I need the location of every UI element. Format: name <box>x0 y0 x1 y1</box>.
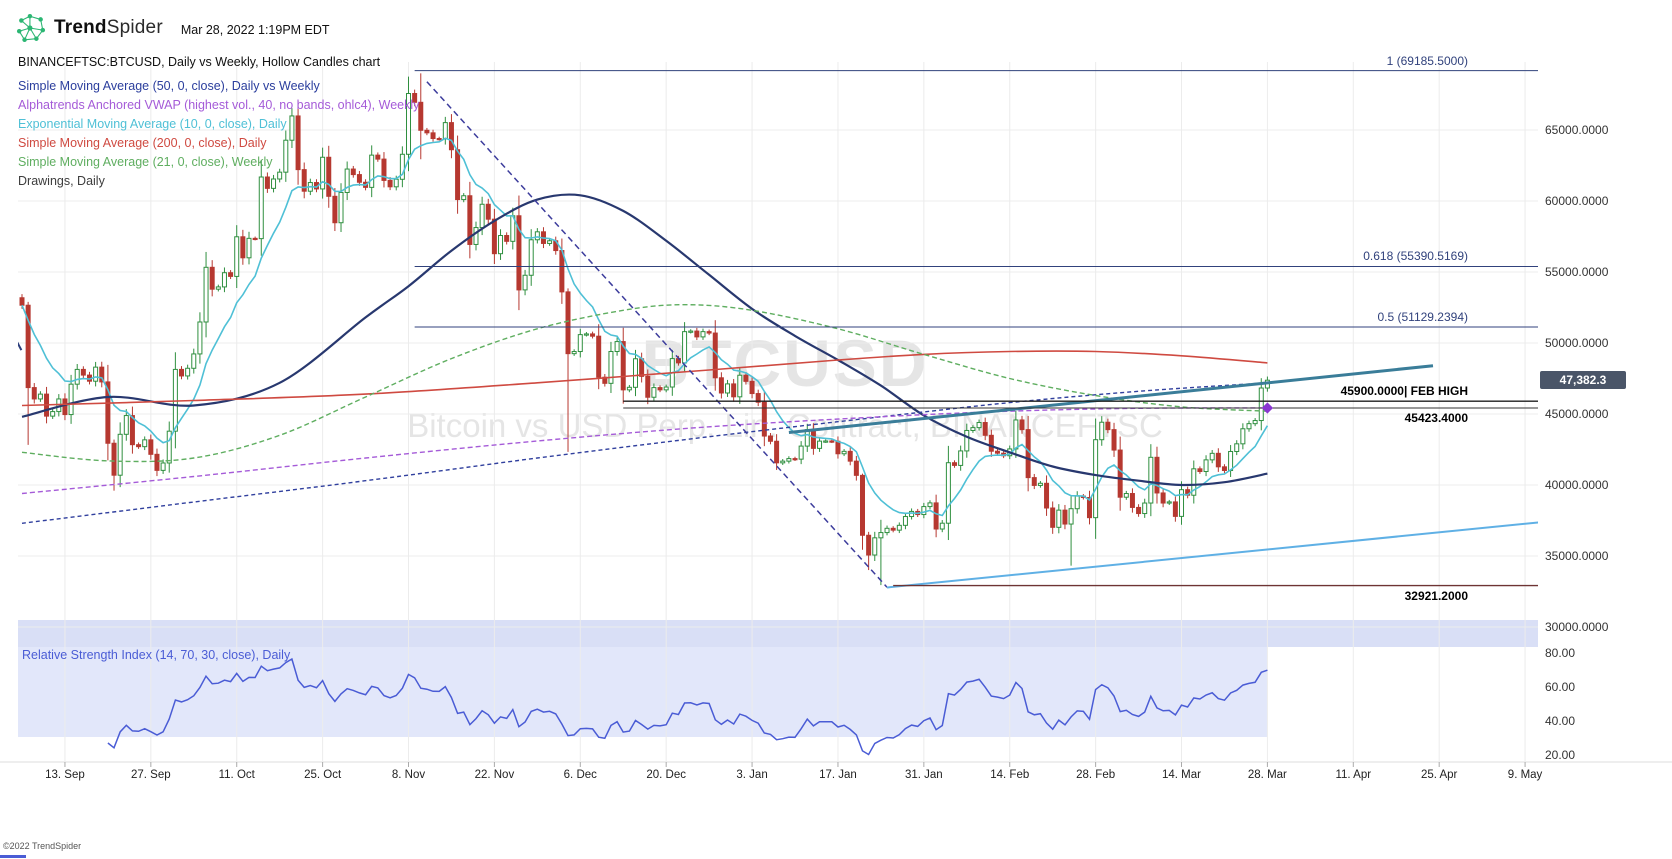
price-axis-label: 40000.0000 <box>1545 478 1609 492</box>
indicator-overlays <box>21 137 1269 524</box>
Simple Moving Average 21 Weekly <box>21 303 1268 463</box>
date-axis-label: 14. Mar <box>1162 769 1201 781</box>
date-axis-label: 6. Dec <box>563 769 597 781</box>
price-axis-label: 55000.0000 <box>1545 265 1609 279</box>
rsi-zone-band <box>18 647 1268 737</box>
indicator-legend: Simple Moving Average (50, 0, close), Da… <box>18 77 419 191</box>
legend-item[interactable]: Exponential Moving Average (10, 0, close… <box>18 117 287 131</box>
rsi-plot <box>107 657 1268 756</box>
price-axis-label: 50000.0000 <box>1545 336 1609 350</box>
date-axis-label: 25. Apr <box>1420 769 1458 781</box>
legend-item[interactable]: Simple Moving Average (50, 0, close), Da… <box>18 79 320 93</box>
date-axis-label: 20. Dec <box>646 769 686 781</box>
rsi-axis-label: 80.00 <box>1545 646 1576 660</box>
ascending-skyblue-trendline <box>886 521 1538 589</box>
drawing-label: 0.5 (51129.2394) <box>1377 309 1468 324</box>
drawing-label: 0.618 (55390.5169) <box>1363 249 1468 264</box>
date-axis-label: 28. Mar <box>1247 769 1287 781</box>
Simple Moving Average 200 Daily <box>21 350 1268 407</box>
date-axis-label: 17. Jan <box>819 769 857 781</box>
price-axis-label: 35000.0000 <box>1545 549 1609 563</box>
legend-item[interactable]: Drawings, Daily <box>18 174 105 188</box>
date-axis-label: 31. Jan <box>904 769 943 781</box>
rsi-line <box>107 657 1268 756</box>
ascending-teal-trendline <box>788 364 1434 434</box>
horizontal-levels <box>414 70 1538 587</box>
legend-item[interactable]: Simple Moving Average (200, 0, close), D… <box>18 136 267 150</box>
date-axis-label: 13. Sep <box>45 769 85 781</box>
date-axis-label: 27. Sep <box>131 769 171 781</box>
price-axis-label: 30000.0000 <box>1545 620 1609 634</box>
brand-name: TrendSpider <box>54 17 163 39</box>
copyright-note: ©2022 TrendSpider <box>3 841 82 851</box>
drawing-label: 45423.4000 <box>1404 410 1468 425</box>
app-header: TrendSpider Mar 28, 2022 1:19PM EDT <box>16 13 330 43</box>
trendline-drawings <box>18 81 1538 589</box>
chart-datetime: Mar 28, 2022 1:19PM EDT <box>180 22 330 37</box>
drawing-label: 32921.2000 <box>1404 588 1468 603</box>
trendspider-logo[interactable]: TrendSpider <box>16 13 163 43</box>
rsi-axis-label: 20.00 <box>1545 748 1576 762</box>
drawing-label: 1 (69185.5000) <box>1386 53 1468 68</box>
date-axis-label: 28. Feb <box>1076 769 1116 781</box>
scroll-indicator <box>0 855 26 858</box>
rsi-upper-band <box>18 620 1538 647</box>
date-axis-label: 9. May <box>1507 769 1543 781</box>
date-axis-label: 11. Oct <box>218 769 255 781</box>
ema10-line <box>21 137 1269 517</box>
drawing-label: 45900.0000| FEB HIGH <box>1340 384 1468 399</box>
Alphatrends Anchored VWAP Weekly <box>21 407 1268 495</box>
date-axis-label: 11. Apr <box>1335 769 1372 781</box>
Simple Moving Average 50 Weekly <box>21 382 1268 524</box>
rsi-legend[interactable]: Relative Strength Index (14, 70, 30, clo… <box>22 648 291 662</box>
price-axis-label: 45000.0000 <box>1545 407 1609 421</box>
legend-item[interactable]: Alphatrends Anchored VWAP (highest vol.,… <box>18 98 420 112</box>
descending-trendline <box>426 81 888 588</box>
date-axis-label: 8. Nov <box>391 769 426 781</box>
date-axis-label: 25. Oct <box>304 769 342 781</box>
vwap-anchor-chevron <box>18 341 23 351</box>
diamond-marker <box>1261 402 1274 414</box>
brand-trend: Trend <box>54 17 107 38</box>
chart-title: BINANCEFTSC:BTCUSD, Daily vs Weekly, Hol… <box>18 55 381 69</box>
date-axis-label: 3. Jan <box>736 769 768 781</box>
last-price-badge: 47,382.3 <box>1540 371 1626 390</box>
Simple Moving Average 50 Daily vs Weekly <box>21 193 1268 487</box>
price-axis-label: 65000.0000 <box>1545 123 1609 137</box>
brand-spider: Spider <box>106 17 163 38</box>
trendspider-logo-icon <box>16 13 46 43</box>
date-axis-label: 14. Feb <box>990 769 1030 781</box>
legend-item[interactable]: Simple Moving Average (21, 0, close), We… <box>18 155 273 169</box>
rsi-axis-label: 40.00 <box>1545 714 1576 728</box>
date-axis-label: 22. Nov <box>474 769 515 781</box>
price-axis-label: 60000.0000 <box>1545 194 1609 208</box>
rsi-axis-label: 60.00 <box>1545 680 1576 694</box>
